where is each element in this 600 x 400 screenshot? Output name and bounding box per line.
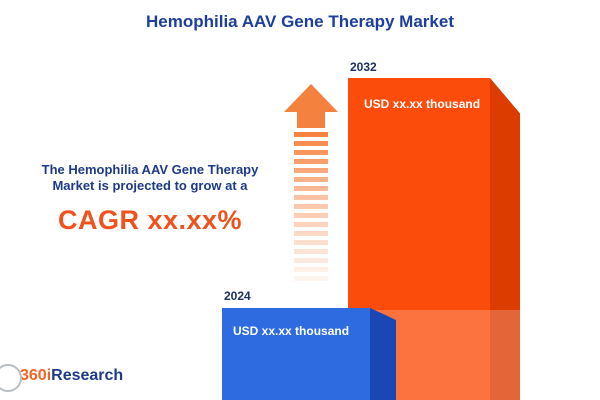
bar-2024-side (370, 308, 396, 400)
bar-2032-value-label: USD xx.xx thousand (364, 97, 481, 111)
logo: 360iResearch (0, 364, 124, 392)
description-block: The Hemophilia AAV Gene Therapy Market i… (14, 162, 286, 236)
growth-arrow-stem (297, 111, 325, 128)
logo-text-360i: 360i (20, 367, 52, 384)
description-line-2: Market is projected to grow at a (52, 178, 248, 194)
growth-arrow-fade (292, 132, 330, 286)
bar-2024-year-label: 2024 (224, 289, 251, 303)
bar-2032-year-label: 2032 (350, 60, 377, 74)
description-line-1: The Hemophilia AAV Gene Therapy (41, 162, 259, 177)
cagr-value: CAGR xx.xx% (57, 204, 243, 235)
bar-2024-front (222, 308, 370, 400)
growth-arrow-icon (284, 84, 338, 112)
logo-arc-icon (0, 364, 22, 392)
bar-2032-side (490, 78, 520, 400)
bar-2024-value-label: USD xx.xx thousand (233, 324, 350, 338)
page-title: Hemophilia AAV Gene Therapy Market (146, 12, 454, 31)
logo-text-research: Research (51, 367, 124, 384)
